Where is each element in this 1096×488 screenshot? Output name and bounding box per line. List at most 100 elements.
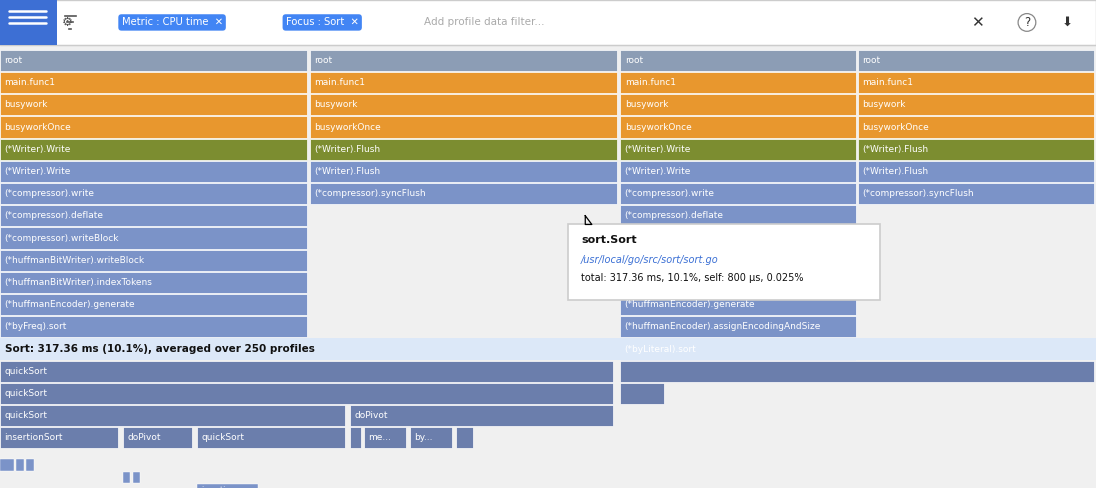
Text: Metric : CPU time  ✕: Metric : CPU time ✕ (122, 18, 222, 27)
Text: (*huffmanEncoder).assignEncodingAndSize: (*huffmanEncoder).assignEncodingAndSize (625, 323, 821, 331)
Text: sort.Sort: sort.Sort (581, 235, 637, 245)
Text: (*compressor).writeBlock: (*compressor).writeBlock (4, 234, 118, 243)
FancyBboxPatch shape (133, 471, 140, 483)
FancyBboxPatch shape (620, 294, 856, 315)
Text: (*huffmanBitWriter).indexTokens: (*huffmanBitWriter).indexTokens (625, 278, 773, 287)
Text: (*Writer).Write: (*Writer).Write (625, 145, 692, 154)
Text: (*Writer).Write: (*Writer).Write (4, 167, 71, 176)
Text: Sort: 317.36 ms (10.1%), averaged over 250 profiles: Sort: 317.36 ms (10.1%), averaged over 2… (5, 344, 316, 354)
Text: (*Writer).Write: (*Writer).Write (4, 145, 71, 154)
Text: total: 317.36 ms, 10.1%, self: 800 μs, 0.025%: total: 317.36 ms, 10.1%, self: 800 μs, 0… (581, 273, 803, 283)
Text: root: root (625, 56, 643, 65)
Text: (*compressor).write: (*compressor).write (4, 189, 94, 198)
FancyBboxPatch shape (16, 459, 24, 470)
FancyBboxPatch shape (620, 94, 856, 115)
Text: (*Writer).Flush: (*Writer).Flush (863, 167, 928, 176)
FancyBboxPatch shape (0, 272, 307, 293)
FancyBboxPatch shape (0, 316, 307, 338)
FancyBboxPatch shape (0, 459, 14, 470)
FancyBboxPatch shape (620, 161, 856, 182)
FancyBboxPatch shape (620, 183, 856, 204)
Text: quickSort: quickSort (4, 411, 47, 420)
FancyBboxPatch shape (858, 50, 1094, 71)
FancyBboxPatch shape (310, 72, 617, 93)
FancyBboxPatch shape (620, 249, 856, 271)
Text: root: root (4, 56, 23, 65)
FancyBboxPatch shape (620, 205, 856, 226)
FancyBboxPatch shape (364, 427, 406, 448)
Text: /usr/local/go/src/sort/sort.go: /usr/local/go/src/sort/sort.go (581, 255, 719, 264)
Text: by...: by... (414, 433, 433, 442)
FancyBboxPatch shape (0, 94, 307, 115)
Text: busyworkOnce: busyworkOnce (625, 122, 692, 131)
FancyBboxPatch shape (0, 249, 307, 271)
Text: busywork: busywork (625, 101, 669, 109)
Text: (*huffmanBitWriter).writeBlock: (*huffmanBitWriter).writeBlock (4, 256, 145, 264)
Text: (*compressor).deflate: (*compressor).deflate (625, 211, 723, 220)
Text: quickSort: quickSort (4, 367, 47, 376)
FancyBboxPatch shape (620, 139, 856, 160)
FancyBboxPatch shape (620, 339, 856, 360)
Text: Add profile data filter...: Add profile data filter... (424, 18, 545, 27)
FancyBboxPatch shape (197, 484, 258, 488)
Text: (*compressor).write: (*compressor).write (625, 189, 715, 198)
FancyBboxPatch shape (858, 139, 1094, 160)
Text: (*huffmanBitWriter).writeBlock: (*huffmanBitWriter).writeBlock (625, 256, 765, 264)
FancyBboxPatch shape (620, 50, 856, 71)
Text: (*compressor).deflate: (*compressor).deflate (4, 211, 103, 220)
Text: main.func1: main.func1 (4, 78, 56, 87)
FancyBboxPatch shape (310, 50, 617, 71)
Text: main.func1: main.func1 (863, 78, 914, 87)
FancyBboxPatch shape (0, 383, 613, 404)
FancyBboxPatch shape (0, 161, 307, 182)
Text: (*Writer).Flush: (*Writer).Flush (315, 145, 380, 154)
FancyBboxPatch shape (620, 272, 856, 293)
Text: ?: ? (1024, 16, 1030, 29)
Text: quickSort: quickSort (4, 389, 47, 398)
FancyBboxPatch shape (0, 205, 307, 226)
FancyBboxPatch shape (0, 427, 118, 448)
FancyBboxPatch shape (0, 50, 307, 71)
FancyBboxPatch shape (858, 117, 1094, 138)
Text: (*byFreq).sort: (*byFreq).sort (4, 323, 67, 331)
FancyBboxPatch shape (456, 427, 473, 448)
FancyBboxPatch shape (0, 294, 307, 315)
Text: inserti...: inserti... (202, 486, 233, 488)
FancyBboxPatch shape (123, 427, 192, 448)
FancyBboxPatch shape (310, 94, 617, 115)
Text: (*Writer).Write: (*Writer).Write (625, 167, 692, 176)
FancyBboxPatch shape (620, 316, 856, 338)
FancyBboxPatch shape (0, 361, 613, 382)
FancyBboxPatch shape (0, 0, 1096, 45)
FancyBboxPatch shape (310, 117, 617, 138)
FancyBboxPatch shape (858, 161, 1094, 182)
Text: busywork: busywork (863, 101, 906, 109)
FancyBboxPatch shape (26, 459, 34, 470)
Text: insertionSort: insertionSort (4, 433, 62, 442)
FancyBboxPatch shape (310, 183, 617, 204)
Text: root: root (315, 56, 333, 65)
FancyBboxPatch shape (197, 427, 345, 448)
FancyBboxPatch shape (123, 471, 130, 483)
Text: (*byLiteral).sort: (*byLiteral).sort (625, 345, 696, 353)
Text: busyworkOnce: busyworkOnce (315, 122, 381, 131)
Text: ⚙: ⚙ (62, 16, 73, 29)
FancyBboxPatch shape (858, 183, 1094, 204)
FancyBboxPatch shape (620, 361, 1094, 382)
Text: quickSort: quickSort (202, 433, 244, 442)
Text: ⬇: ⬇ (1062, 16, 1073, 29)
Text: (*huffmanEncoder).generate: (*huffmanEncoder).generate (625, 300, 755, 309)
Text: doPivot: doPivot (354, 411, 388, 420)
FancyBboxPatch shape (310, 161, 617, 182)
FancyBboxPatch shape (858, 94, 1094, 115)
FancyBboxPatch shape (0, 339, 1096, 360)
Text: Focus : Sort  ✕: Focus : Sort ✕ (286, 18, 358, 27)
Text: busywork: busywork (315, 101, 358, 109)
Text: (*huffmanEncoder).generate: (*huffmanEncoder).generate (4, 300, 135, 309)
FancyBboxPatch shape (350, 427, 361, 448)
Text: busyworkOnce: busyworkOnce (4, 122, 71, 131)
FancyBboxPatch shape (858, 72, 1094, 93)
FancyBboxPatch shape (0, 405, 345, 427)
FancyBboxPatch shape (0, 117, 307, 138)
Text: root: root (863, 56, 881, 65)
